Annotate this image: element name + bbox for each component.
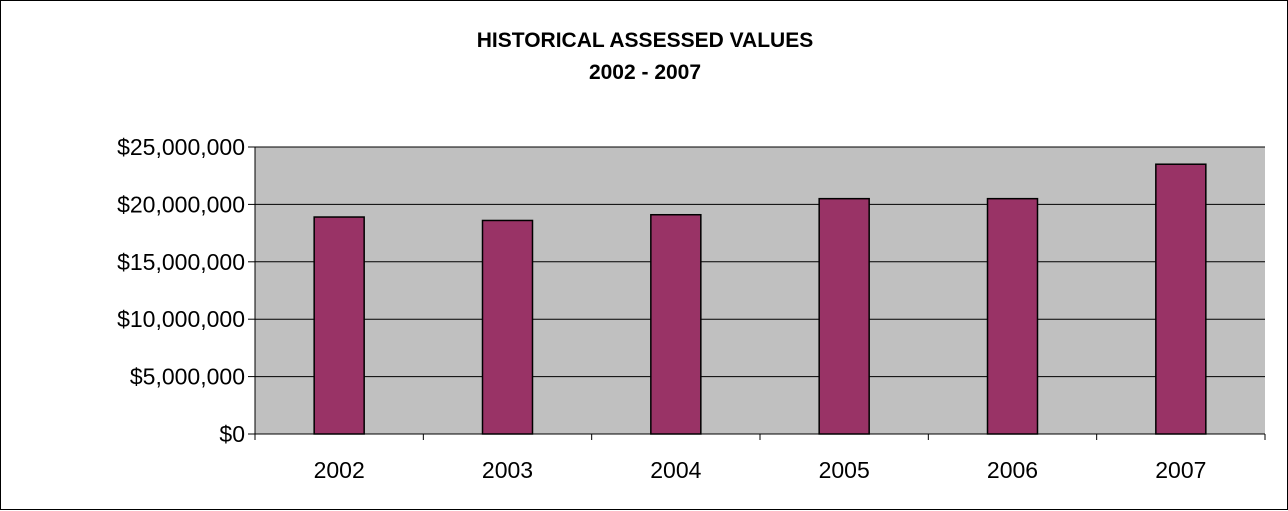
x-axis-labels: 2002 2003 2004 2005 2006 2007 [314,457,1207,483]
chart-title: HISTORICAL ASSESSED VALUES [476,29,814,52]
x-tick-label: 2003 [482,457,533,483]
gridlines [255,146,1265,378]
bar-2005 [818,197,870,435]
x-tick-label: 2002 [314,457,365,483]
y-tick-label: $10,000,000 [117,306,245,332]
x-tick-label: 2004 [650,457,701,483]
y-tick-label: $20,000,000 [117,191,245,217]
bar-2004 [650,213,702,435]
axes [248,146,1266,440]
x-tick-label: 2005 [819,457,870,483]
y-tick-label: $15,000,000 [117,249,245,275]
y-tick-label: $25,000,000 [117,134,245,160]
bar-2006 [986,197,1039,435]
bar-2003 [481,219,534,435]
bar-2007 [1155,163,1207,435]
y-tick-label: $5,000,000 [130,364,245,390]
y-tick-label: $0 [219,421,245,447]
plot-area [255,147,1265,434]
chart-subtitle: 2002 - 2007 [588,61,702,84]
y-axis-labels: $0 $5,000,000 $10,000,000 $15,000,000 $20,00… [117,134,245,447]
bar-2002 [313,216,365,435]
x-tick-label: 2006 [987,457,1038,483]
x-tick-label: 2007 [1155,457,1206,483]
